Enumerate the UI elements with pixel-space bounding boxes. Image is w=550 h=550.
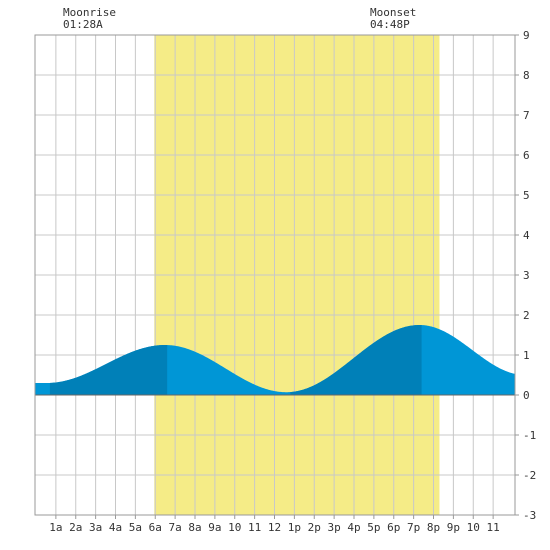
x-tick-label: 3p [328, 521, 341, 534]
x-tick-label: 11 [248, 521, 261, 534]
x-tick-label: 11 [487, 521, 500, 534]
x-tick-label: 3a [89, 521, 102, 534]
x-tick-label: 4p [347, 521, 360, 534]
x-tick-label: 7p [407, 521, 420, 534]
x-tick-label: 9a [208, 521, 221, 534]
y-tick-label: -3 [523, 509, 536, 522]
x-tick-label: 12 [268, 521, 281, 534]
y-tick-label: 1 [523, 349, 530, 362]
tide-area-dark [49, 345, 168, 395]
x-tick-label: 2p [308, 521, 321, 534]
x-tick-label: 4a [109, 521, 122, 534]
x-tick-label: 8a [188, 521, 201, 534]
y-tick-label: 8 [523, 69, 530, 82]
y-tick-label: 6 [523, 149, 530, 162]
x-tick-label: 2a [69, 521, 82, 534]
tide-area-dark [290, 325, 422, 395]
y-axis-ticks: -3 -2 -1 0 1 2 3 4 5 6 7 8 9 [515, 29, 536, 522]
x-tick-label: 7a [168, 521, 181, 534]
moonset-time: 04:48P [370, 18, 410, 31]
moonset-title: Moonset [370, 6, 417, 19]
y-tick-label: 7 [523, 109, 530, 122]
y-tick-label: 4 [523, 229, 530, 242]
y-tick-label: 3 [523, 269, 530, 282]
x-axis-ticks: 1a 2a 3a 4a 5a 6a 7a 8a 9a 10 11 12 1p 2p 3p 4p 5p 6p 7p 8p… [49, 515, 500, 534]
y-tick-label: 9 [523, 29, 530, 42]
y-tick-label: -1 [523, 429, 536, 442]
moonrise-title: Moonrise [63, 6, 116, 19]
y-tick-label: 5 [523, 189, 530, 202]
tide-area [35, 325, 515, 395]
y-tick-label: -2 [523, 469, 536, 482]
moonrise-time: 01:28A [63, 18, 103, 31]
y-tick-label: 0 [523, 389, 530, 402]
x-tick-label: 9p [447, 521, 460, 534]
x-tick-label: 1p [288, 521, 301, 534]
x-tick-label: 6a [149, 521, 162, 534]
x-tick-label: 10 [228, 521, 241, 534]
y-tick-label: 2 [523, 309, 530, 322]
x-tick-label: 5a [129, 521, 142, 534]
x-tick-label: 1a [49, 521, 62, 534]
x-tick-label: 10 [467, 521, 480, 534]
x-tick-label: 6p [387, 521, 400, 534]
x-tick-label: 8p [427, 521, 440, 534]
x-tick-label: 5p [367, 521, 380, 534]
